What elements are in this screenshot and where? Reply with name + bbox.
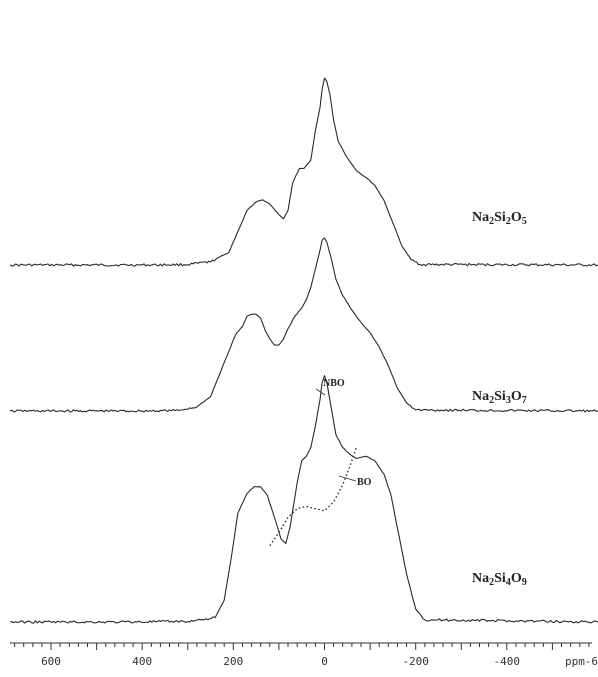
bo-leader-line [338,475,357,482]
tick-label: -200 [402,655,429,668]
series-label-1: Na2Si2O5 [472,210,527,227]
spectrum-line-1 [9,77,598,267]
x-axis: 600 400 200 0 -200 -400 -600ppm [10,642,598,668]
spectrum-line-2 [9,237,598,413]
annotations: NBO BO [315,378,372,488]
axis-unit-label: ppm [565,655,585,668]
tick-label: 200 [223,655,243,668]
dotted-group [269,447,358,547]
tick-label: 0 [321,655,328,668]
series-label-2: Na2Si3O7 [472,389,527,406]
tick-label: -600 [585,655,598,668]
tick-label: 400 [132,655,152,668]
tick-label: 600 [41,655,61,668]
spectra-group [9,77,598,624]
nbo-leader-line [315,388,326,396]
tick-label: -400 [494,655,521,668]
series-labels: Na2Si2O5 Na2Si3O7 Na2Si4O9 [472,210,527,588]
spectrum-line-3 [9,375,598,624]
annotation-bo: BO [357,477,372,488]
annotation-nbo: NBO [323,378,345,389]
bo-dotted-component [269,447,358,547]
series-label-3: Na2Si4O9 [472,571,527,588]
